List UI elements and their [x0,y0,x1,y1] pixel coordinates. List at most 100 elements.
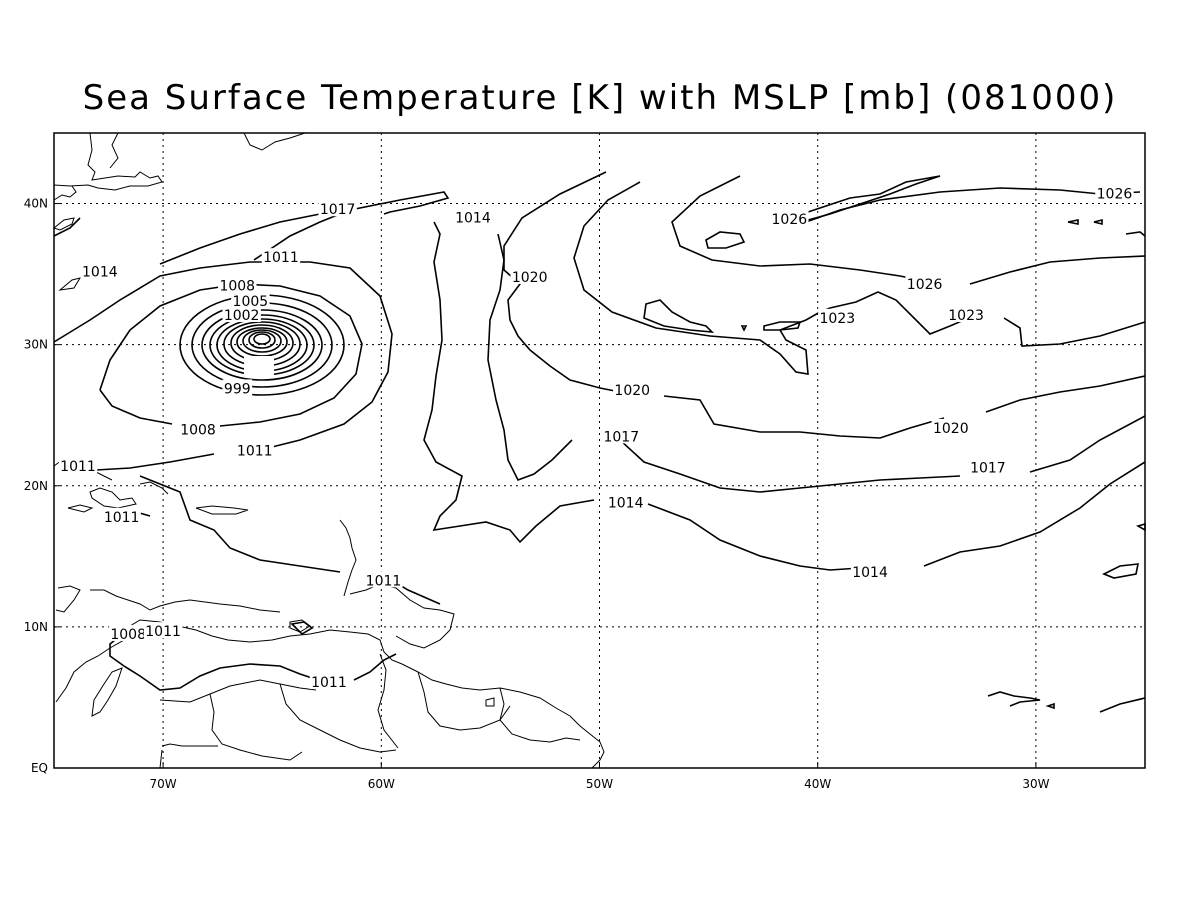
tick-label-lon: 60W [368,777,395,791]
isobar-1023 [573,181,965,375]
coastlines [52,132,605,769]
contour-label-bg [850,562,890,579]
isobar-small-island [290,621,314,636]
contour-label: 1008 [110,627,146,643]
contour-label: 1011 [145,624,181,640]
contour-label: 1020 [614,383,650,399]
contour-label: 1011 [311,675,347,691]
tick-label-lon: 70W [150,777,177,791]
contour-label-bg [510,267,549,284]
border-guyana [279,683,397,753]
contour-label: 1011 [366,573,402,589]
contour-label: 1008 [180,422,216,438]
isobar-1026-right [969,255,1146,285]
isobar-1011-caribbean [109,635,319,691]
isobar-1011-south [139,475,341,573]
contour-label-bg [931,418,971,435]
tick-label-lat: 10N [24,620,48,634]
coastline-trinidad [289,619,311,633]
coastline-lesser-antilles [339,519,357,597]
contour-label: 1023 [820,311,856,327]
tick-label-lat: 40N [24,197,48,211]
tick-label-lon: 40W [804,777,831,791]
isobar-999-ring [201,309,323,381]
border-suriname [377,653,399,749]
isobar-1011-sw2 [353,653,397,681]
isobar-1008-tail [99,389,173,425]
coastline-paria [349,583,455,649]
isobar-1020 [503,171,621,393]
coastline-jamaica [67,504,94,513]
contour-label-bg [606,493,645,510]
border-brazil [499,687,581,743]
isobar-1014-tiny [1135,522,1146,532]
contour-label: 1008 [219,278,255,294]
low-center-blank [244,356,274,376]
isobar-1011-tail [95,453,215,471]
isobar-1020-far [985,375,1146,413]
contour-label: 1026 [1097,187,1133,203]
isobar-1023-right [1003,317,1146,347]
contour-label-bg [143,622,183,639]
contour-label-bg [968,458,1008,475]
contour-label: 1014 [455,211,491,227]
contour-label-bg [178,420,218,437]
isobar-1023-blob [643,299,715,333]
contour-label-bg [309,672,349,689]
coastline-inland [109,132,119,169]
contour-label-bg [261,248,301,265]
tick-label-lat: 30N [24,338,48,352]
contour-label-bg [218,276,257,293]
contour-label-bg [770,210,809,227]
coastline-bahamas [139,481,169,495]
contour-label: 1002 [224,308,260,324]
contour-label-bg [613,380,652,397]
contour-label-bg [318,200,357,217]
isobar-1017-right [619,439,961,493]
tick-label-lat: 20N [24,479,48,493]
isobar-1026-top [807,175,941,221]
contour-label: 1026 [907,277,943,293]
isobar-east-1 [987,691,1041,707]
isobar-1017-mid [487,233,573,482]
isobar-1026-small [705,231,746,249]
contour-label: 1014 [608,496,644,512]
contour-label: 1011 [104,510,140,526]
contour-label: 1026 [772,212,808,228]
isobar-1014-blob [1102,563,1139,579]
contour-label-bg [946,306,986,323]
contour-label: 1017 [603,429,639,445]
contour-label-bg [231,291,270,308]
contour-label: 1011 [60,459,96,475]
tick-label-lon: 30W [1022,777,1049,791]
border-southwest [159,749,163,769]
contour-label-bg [364,571,403,588]
coastline-islands-central-america [90,589,281,613]
contour-label-bg [102,507,141,524]
contour-label-bg [905,274,944,291]
contour-label: 1017 [970,460,1006,476]
isobar-1014-seg [53,217,81,237]
coastline-nova-scotia [53,185,77,201]
contour-label: 999 [224,381,251,397]
isobar-1011-ring [53,261,393,451]
contour-label-bg [1095,184,1134,201]
isobar-1014-far [923,461,1146,567]
plot-frame [53,132,1146,769]
contour-label-bg [602,427,641,444]
isobar-east-3 [1045,702,1055,710]
contour-label: 1014 [852,565,888,581]
isobar-1014-right [647,503,880,571]
coastline-hispaniola [89,487,137,509]
contour-label: 1020 [933,421,969,437]
tick-label-lon: 50W [586,777,613,791]
contour-label-bg [80,262,120,279]
contour-label: 1011 [263,250,299,266]
coastline-puerto-rico [195,505,249,515]
contour-labels: 1026 1026 1026 1023 1023 1020 1020 1020 1017 1014… [58,184,1134,691]
isobar-1026-tiny3 [1125,231,1146,237]
contour-label-bg [453,208,493,225]
contour-label: 1014 [82,264,118,280]
border-guiana [417,671,511,731]
coastline-bermuda-area [58,277,82,291]
